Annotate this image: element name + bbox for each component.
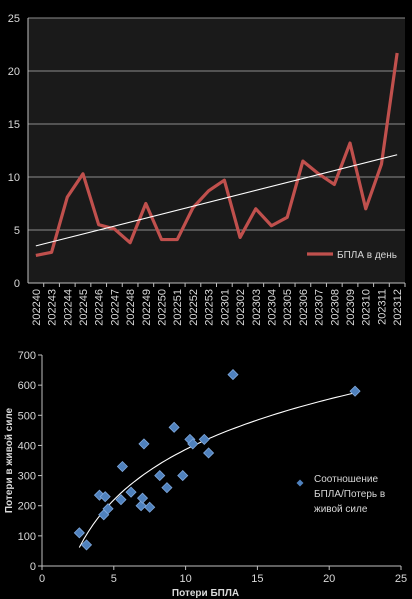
x-tick-label: 20 [323,573,335,585]
legend-label: Соотношение БПЛА/Потерь в живой силе [314,474,385,515]
x-tick-label: 202249 [141,289,153,326]
x-tick-label: 0 [39,573,45,585]
x-tick-label: 202251 [172,289,184,326]
data-point [144,501,156,513]
y-tick-label: 600 [18,380,36,392]
y-tick-label: 100 [18,531,36,543]
y-tick-label: 15 [8,119,20,131]
x-tick-label: 202302 [235,289,247,326]
data-point [198,433,210,445]
x-tick-label: 202308 [329,289,341,326]
y-tick-label: 5 [14,225,20,237]
data-point [136,492,149,504]
data-point [73,527,85,539]
data-point [168,421,180,433]
plot-area [28,18,405,283]
x-tick-label: 202240 [31,289,43,326]
data-point [116,460,128,473]
x-tick-label: 202246 [94,289,106,326]
y-tick-label: 300 [18,471,36,483]
x-tick-label: 202304 [266,289,278,326]
y-tick-label: 0 [30,561,36,573]
y-tick-label: 500 [18,410,36,422]
x-tick-label: 202309 [345,289,357,326]
x-tick-label: 5 [111,573,117,585]
data-point [80,539,93,551]
x-tick-label: 202307 [314,289,326,326]
y-tick-label: 200 [18,501,36,513]
y-tick-label: 25 [8,13,20,25]
data-point [161,482,173,494]
x-tick-label: 202306 [298,289,310,326]
data-point [125,486,137,498]
trendline [78,392,356,548]
bottom-chart: 0 100 200 300 400 500 600 700 0 5 10 15 20 25 Потери Б… [0,344,412,599]
legend-marker [296,479,304,487]
x-tick-label: 202312 [392,289,404,326]
x-tick-label: 202250 [157,289,169,326]
x-tick-label: 202303 [251,289,263,326]
data-point [135,500,147,512]
data-point [177,470,189,482]
x-tick-label: 202252 [188,289,200,326]
y-tick-label: 0 [14,278,20,290]
x-tick-label: 25 [395,573,407,585]
x-tick-label: 202243 [47,289,59,326]
legend-label: БПЛА в день [337,250,397,261]
x-tick-label: 202301 [219,289,231,326]
series-line [35,52,399,258]
trendline [35,154,398,247]
x-tick-label: 15 [251,573,263,585]
x-tick-label: 202311 [376,289,388,325]
data-point [349,385,361,397]
data-point [227,369,239,381]
data-point [138,438,150,450]
x-tick-label: 202244 [62,289,74,326]
data-point [203,447,215,459]
x-tick-label: 202245 [78,289,90,326]
data-point [99,491,111,503]
y-tick-label: 10 [8,172,20,184]
data-point [187,438,199,450]
y-axis-title: Потери в живой силе [4,407,15,513]
top-chart: 0 5 10 15 20 25 202240 202243 202244 202245 202246… [8,13,406,326]
x-tick-label: 10 [179,573,191,585]
x-tick-label: 202310 [361,289,373,326]
y-tick-label: 400 [18,440,36,452]
data-point [115,494,127,506]
x-tick-label: 202253 [204,289,216,326]
x-tick-label: 202247 [109,289,121,326]
line-chart-svg: 0 5 10 15 20 25 202240 202243 202244 202245 202246… [8,13,406,326]
y-tick-label: 20 [8,66,20,78]
x-axis-title: Потери БПЛА [172,588,239,599]
x-tick-label: 202305 [282,289,294,326]
data-point [102,503,114,515]
scatter-chart-svg: 0 100 200 300 400 500 600 700 0 5 10 15 20 25 Потери Б… [4,350,407,599]
y-tick-label: 700 [18,350,36,362]
x-tick-label: 202248 [125,289,137,326]
data-point [154,470,166,482]
